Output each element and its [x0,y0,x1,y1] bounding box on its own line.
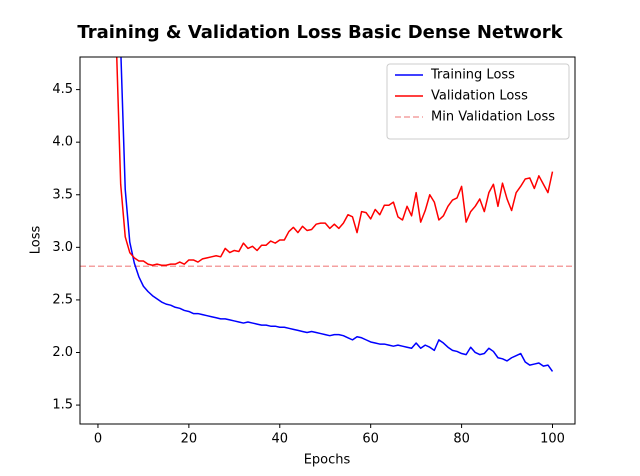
y-tick-label: 3.5 [52,187,73,202]
series-line [120,57,554,372]
x-tick-label: 100 [540,432,565,447]
y-tick-label: 2.0 [52,345,73,360]
y-tick-label: 4.0 [52,135,73,150]
x-tick-label: 40 [271,432,288,447]
x-axis-label: Epochs [304,453,351,468]
plot-frame [79,56,576,425]
series-line [116,57,554,266]
y-axis-label: Loss [29,226,44,255]
y-tick-label: 2.5 [52,292,73,307]
legend-label: Training Loss [430,68,515,83]
plot-area [80,57,575,372]
y-tick-label: 4.5 [52,82,73,97]
legend-box [386,63,570,140]
chart-title: Training & Validation Loss Basic Dense N… [77,22,563,43]
x-tick-label: 80 [453,432,470,447]
legend-label: Validation Loss [431,89,528,104]
x-tick-label: 0 [94,432,102,447]
y-tick-label: 1.5 [52,398,73,413]
x-tick-label: 20 [181,432,198,447]
y-tick-label: 3.0 [52,240,73,255]
x-tick-label: 60 [362,432,379,447]
legend-label: Min Validation Loss [431,110,555,125]
